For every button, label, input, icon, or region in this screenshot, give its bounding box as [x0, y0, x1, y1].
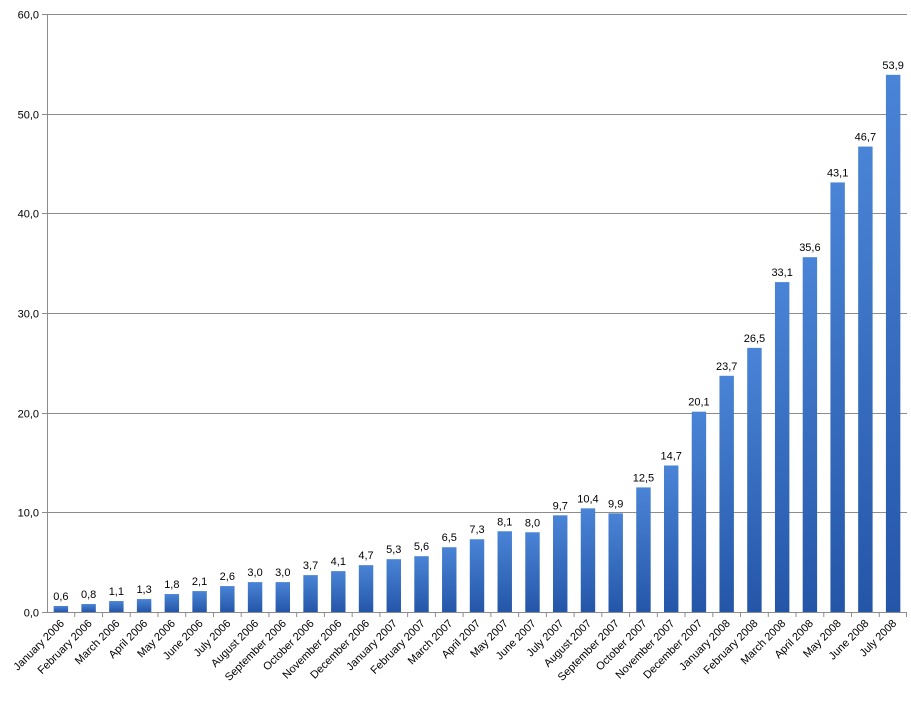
bar: [164, 594, 180, 612]
data-label: 3,0: [247, 567, 262, 579]
data-label: 3,7: [303, 560, 318, 572]
y-tick-label: 60,0: [18, 10, 39, 22]
bar: [303, 575, 318, 612]
data-label: 20,1: [688, 397, 709, 409]
y-tick-label: 50,0: [18, 110, 39, 122]
bar: [136, 599, 152, 612]
data-label: 5,3: [386, 544, 401, 556]
bar: [608, 513, 623, 612]
bar: [109, 601, 124, 612]
bar: [386, 559, 401, 612]
bar: [858, 146, 873, 612]
bar: [802, 257, 818, 612]
y-tick-label: 20,0: [18, 409, 39, 421]
bars: [53, 74, 901, 613]
bar: [691, 411, 707, 612]
data-label: 2,6: [220, 571, 235, 583]
bar: [747, 347, 762, 612]
data-labels: 0,6 0,8 1,1 1,3 1,8 2,1 2,6 3,0 3,0 3,7 4,1 4,7 5,3 5…: [53, 60, 904, 603]
data-label: 1,8: [164, 579, 179, 591]
bar: [885, 74, 901, 613]
bar: [553, 515, 568, 612]
bar: [247, 582, 263, 612]
data-label: 12,5: [633, 472, 654, 484]
bar: [525, 532, 540, 612]
bar: [220, 586, 235, 612]
data-label: 26,5: [744, 333, 765, 345]
bar: [192, 591, 207, 612]
data-label: 46,7: [855, 132, 876, 144]
data-label: 7,3: [469, 524, 484, 536]
bar: [358, 565, 374, 612]
y-tick-label: 0,0: [24, 608, 39, 620]
bar: [663, 465, 679, 612]
bar: [81, 604, 96, 612]
data-label: 14,7: [660, 450, 681, 462]
y-tick-label: 10,0: [18, 508, 39, 520]
data-label: 9,9: [608, 498, 623, 510]
data-label: 53,9: [882, 60, 903, 72]
bar: [636, 487, 651, 612]
bar: [719, 375, 734, 612]
bar: [830, 182, 845, 612]
axes: [42, 14, 907, 617]
data-label: 5,6: [414, 541, 429, 553]
data-label: 0,6: [53, 591, 68, 603]
data-label: 33,1: [771, 267, 792, 279]
data-label: 4,7: [358, 550, 373, 562]
data-label: 10,4: [577, 493, 598, 505]
data-label: 6,5: [442, 532, 457, 544]
data-label: 35,6: [799, 242, 820, 254]
gridlines: [47, 14, 907, 513]
data-label: 1,1: [109, 586, 124, 598]
bar: [469, 539, 485, 612]
data-label: 8,0: [525, 517, 540, 529]
bar: [53, 606, 69, 612]
data-label: 2,1: [192, 576, 207, 588]
data-label: 1,3: [136, 584, 151, 596]
bar: [497, 531, 512, 612]
data-label: 43,1: [827, 167, 848, 179]
data-label: 23,7: [716, 361, 737, 373]
y-tick-labels: 0,0 10,0 20,0 30,0 40,0 50,0 60,0: [18, 10, 39, 620]
bar: [331, 571, 346, 612]
data-label: 3,0: [275, 567, 290, 579]
data-label: 9,7: [553, 500, 568, 512]
data-label: 0,8: [81, 589, 96, 601]
data-label: 8,1: [497, 516, 512, 528]
bar: [580, 508, 596, 612]
y-tick-label: 40,0: [18, 209, 39, 221]
bar: [275, 582, 291, 612]
bar: [414, 556, 429, 612]
bar: [442, 547, 457, 612]
y-tick-label: 30,0: [18, 309, 39, 321]
data-label: 4,1: [331, 556, 346, 568]
bar: [774, 282, 790, 612]
